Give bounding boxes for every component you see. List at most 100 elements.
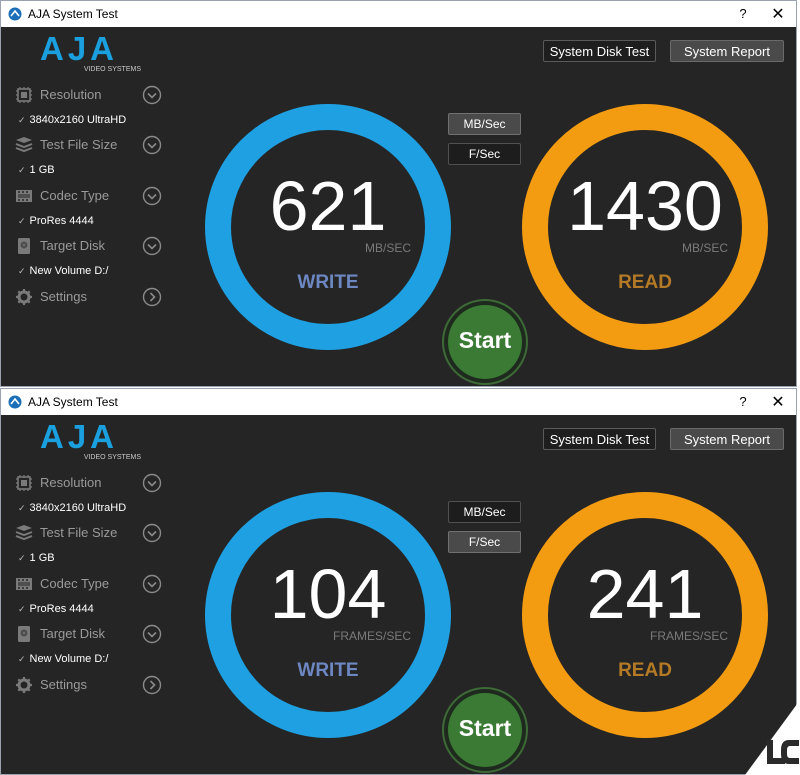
- codec-type-value: ✓ ProRes 4444: [18, 215, 94, 227]
- chevron-down-icon[interactable]: [142, 236, 162, 256]
- settings-label: Settings: [40, 289, 87, 304]
- target-disk-label: Target Disk: [40, 626, 106, 641]
- test-file-size-label: Test File Size: [40, 137, 118, 152]
- gear-icon: [16, 289, 32, 305]
- start-ring: [442, 299, 528, 385]
- write-unit: MB/SEC: [364, 241, 411, 255]
- resolution-value: ✓ 3840x2160 UltraHD: [18, 114, 127, 126]
- chevron-down-icon[interactable]: [142, 523, 162, 543]
- read-ring: [522, 104, 768, 350]
- start-ring: [442, 687, 528, 773]
- watermark-logo: [745, 700, 800, 775]
- start-button[interactable]: Start: [441, 686, 529, 774]
- test-file-size-label: Test File Size: [40, 525, 118, 540]
- layers-icon: [15, 137, 33, 153]
- chevron-down-icon[interactable]: [142, 85, 162, 105]
- main-panel: AJA VIDEO SYSTEMS System Disk Test Syste…: [1, 415, 796, 774]
- chevron-down-icon[interactable]: [142, 473, 162, 493]
- chevron-right-icon[interactable]: [142, 675, 162, 695]
- svg-text:AJA: AJA: [40, 35, 118, 67]
- codec-type-label: Codec Type: [40, 576, 110, 591]
- film-strip-icon: [16, 190, 32, 202]
- system-report-button[interactable]: System Report: [670, 428, 784, 450]
- codec-type-row[interactable]: Codec Type: [15, 573, 165, 595]
- window-title: AJA System Test: [28, 7, 118, 21]
- window-title: AJA System Test: [28, 395, 118, 409]
- chevron-down-icon[interactable]: [142, 574, 162, 594]
- test-file-size-row[interactable]: Test File Size: [15, 522, 165, 544]
- codec-type-row[interactable]: Codec Type: [15, 185, 165, 207]
- aja-logo: AJA VIDEO SYSTEMS: [40, 35, 142, 73]
- resolution-icon: [16, 87, 32, 103]
- help-button[interactable]: ?: [739, 394, 747, 409]
- aja-app-icon: [8, 7, 22, 21]
- resolution-label: Resolution: [40, 475, 102, 490]
- read-ring: [522, 492, 768, 738]
- resolution-label: Resolution: [40, 87, 102, 102]
- write-unit: FRAMES/SEC: [332, 629, 411, 643]
- help-button[interactable]: ?: [739, 6, 747, 21]
- system-report-button[interactable]: System Report: [670, 40, 784, 62]
- write-gauge: 104 FRAMES/SEC WRITE: [205, 492, 451, 738]
- svg-text:AJA: AJA: [40, 423, 118, 455]
- aja-logo: AJA VIDEO SYSTEMS: [40, 423, 142, 461]
- target-disk-value: ✓ New Volume D:/: [18, 265, 109, 277]
- test-file-size-value: ✓ 1 GB: [18, 164, 55, 176]
- read-gauge: 1430 MB/SEC READ: [522, 104, 768, 350]
- write-label: WRITE: [297, 660, 359, 681]
- test-file-size-row[interactable]: Test File Size: [15, 134, 165, 156]
- svg-text:VIDEO SYSTEMS: VIDEO SYSTEMS: [84, 454, 142, 461]
- gear-icon: [16, 677, 32, 693]
- mb-sec-button[interactable]: MB/Sec: [448, 501, 521, 523]
- close-button[interactable]: ✕: [771, 6, 785, 23]
- chevron-down-icon[interactable]: [142, 624, 162, 644]
- window-mb-sec: AJA System Test ? ✕ AJA VIDEO SYSTEMS Sy…: [0, 0, 797, 387]
- write-value: 621: [269, 167, 387, 245]
- read-unit: MB/SEC: [681, 241, 728, 255]
- write-label: WRITE: [297, 272, 359, 293]
- resolution-icon: [16, 475, 32, 491]
- close-button[interactable]: ✕: [771, 394, 785, 411]
- target-disk-row[interactable]: Target Disk: [15, 235, 165, 257]
- read-value: 1430: [567, 167, 723, 245]
- settings-row[interactable]: Settings: [15, 674, 165, 696]
- resolution-value: ✓ 3840x2160 UltraHD: [18, 502, 127, 514]
- f-sec-button[interactable]: F/Sec: [448, 143, 521, 165]
- f-sec-button[interactable]: F/Sec: [448, 531, 521, 553]
- write-value: 104: [269, 555, 387, 633]
- codec-type-value: ✓ ProRes 4444: [18, 603, 94, 615]
- title-bar: AJA System Test ? ✕: [1, 389, 796, 415]
- system-disk-test-button[interactable]: System Disk Test: [543, 40, 656, 62]
- target-disk-label: Target Disk: [40, 238, 106, 253]
- settings-row[interactable]: Settings: [15, 286, 165, 308]
- aja-app-icon: [8, 395, 22, 409]
- resolution-row[interactable]: Resolution: [15, 472, 165, 494]
- system-disk-test-button[interactable]: System Disk Test: [543, 428, 656, 450]
- start-label: Start: [458, 715, 512, 741]
- test-file-size-value: ✓ 1 GB: [18, 552, 55, 564]
- write-ring: [205, 492, 451, 738]
- codec-type-label: Codec Type: [40, 188, 110, 203]
- write-ring: [205, 104, 451, 350]
- title-bar: AJA System Test ? ✕: [1, 1, 796, 27]
- target-disk-value: ✓ New Volume D:/: [18, 653, 109, 665]
- main-panel: AJA VIDEO SYSTEMS System Disk Test Syste…: [1, 27, 796, 386]
- svg-text:VIDEO SYSTEMS: VIDEO SYSTEMS: [84, 66, 142, 73]
- chevron-down-icon[interactable]: [142, 135, 162, 155]
- start-button[interactable]: Start: [441, 298, 529, 386]
- resolution-row[interactable]: Resolution: [15, 84, 165, 106]
- start-label: Start: [458, 327, 512, 353]
- target-disk-row[interactable]: Target Disk: [15, 623, 165, 645]
- layers-icon: [15, 525, 33, 541]
- film-strip-icon: [16, 578, 32, 590]
- write-gauge: 621 MB/SEC WRITE: [205, 104, 451, 350]
- read-unit: FRAMES/SEC: [649, 629, 728, 643]
- mb-sec-button[interactable]: MB/Sec: [448, 113, 521, 135]
- chevron-right-icon[interactable]: [142, 287, 162, 307]
- read-gauge: 241 FRAMES/SEC READ: [522, 492, 768, 738]
- read-value: 241: [586, 555, 704, 633]
- disk-icon: [18, 238, 30, 254]
- window-frames-sec: AJA System Test ? ✕ AJA VIDEO SYSTEMS Sy…: [0, 388, 797, 775]
- chevron-down-icon[interactable]: [142, 186, 162, 206]
- settings-label: Settings: [40, 677, 87, 692]
